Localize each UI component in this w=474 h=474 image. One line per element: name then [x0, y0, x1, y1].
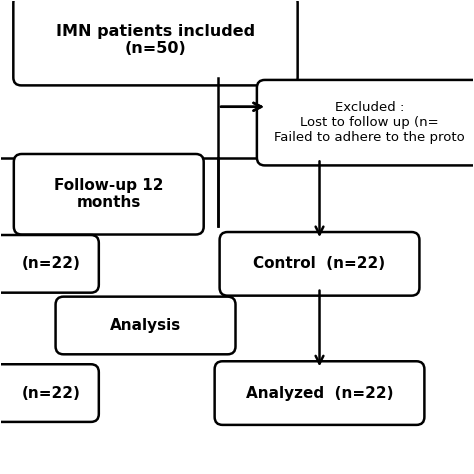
Text: Excluded :
Lost to follow up (n=
Failed to adhere to the proto: Excluded : Lost to follow up (n= Failed …	[274, 101, 465, 144]
FancyBboxPatch shape	[13, 0, 298, 85]
FancyBboxPatch shape	[0, 364, 99, 422]
Text: (n=22): (n=22)	[22, 385, 81, 401]
FancyBboxPatch shape	[55, 297, 236, 354]
FancyBboxPatch shape	[219, 232, 419, 296]
FancyBboxPatch shape	[257, 80, 474, 165]
Text: Follow-up 12
months: Follow-up 12 months	[54, 178, 164, 210]
Text: Analyzed  (n=22): Analyzed (n=22)	[246, 385, 393, 401]
Text: IMN patients included
(n=50): IMN patients included (n=50)	[56, 24, 255, 56]
FancyBboxPatch shape	[215, 361, 424, 425]
Text: (n=22): (n=22)	[22, 256, 81, 271]
FancyBboxPatch shape	[14, 154, 204, 235]
FancyBboxPatch shape	[0, 235, 99, 292]
Text: Control  (n=22): Control (n=22)	[254, 256, 385, 271]
Text: Analysis: Analysis	[110, 318, 181, 333]
